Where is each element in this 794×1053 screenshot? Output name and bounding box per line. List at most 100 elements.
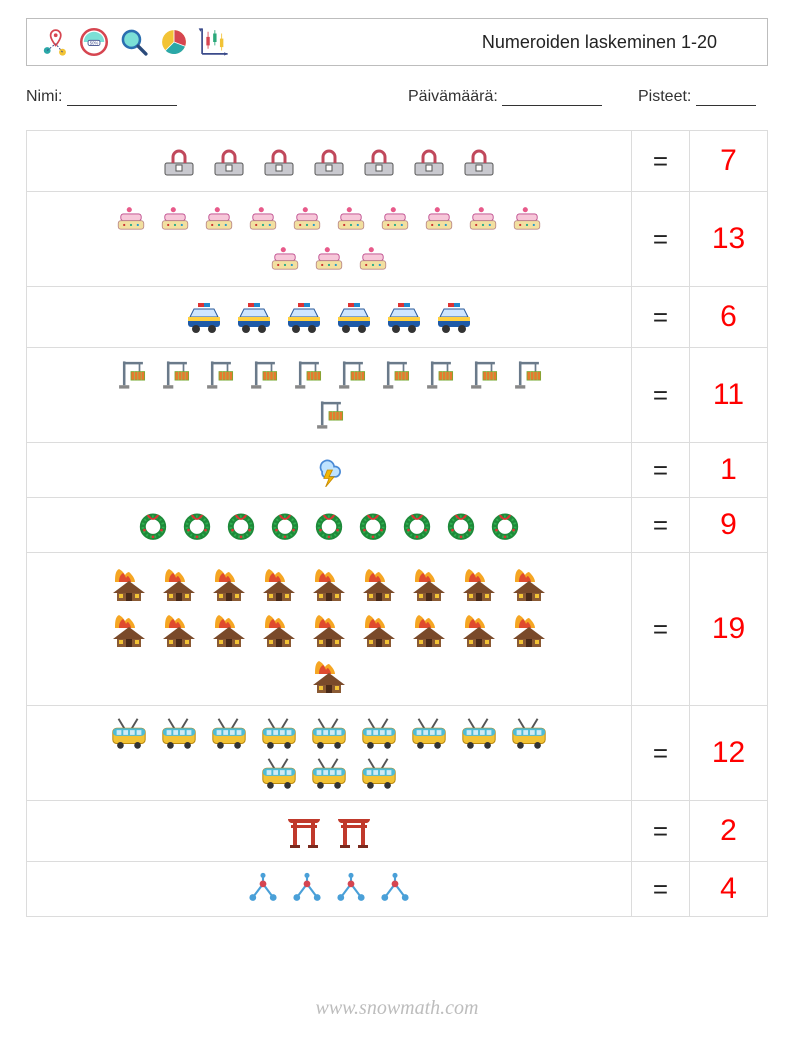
torii-icon <box>284 811 324 851</box>
icons-cell <box>27 287 632 348</box>
trolleybus-icon <box>309 716 349 750</box>
trolleybus-icon <box>509 716 549 750</box>
table-row: =4 <box>27 862 768 917</box>
table-row: =12 <box>27 706 768 801</box>
wreath-icon <box>224 508 258 542</box>
name-label: Nimi: <box>26 88 62 105</box>
police-car-icon <box>384 297 424 337</box>
footer-link[interactable]: www.snowmath.com <box>316 997 479 1019</box>
pie-chart-icon <box>157 25 191 59</box>
bag-lock-icon <box>459 141 499 181</box>
crane-icon <box>312 398 346 432</box>
name-blank <box>67 89 177 106</box>
police-car-icon <box>184 297 224 337</box>
torii-icon <box>334 811 374 851</box>
equals-cell: = <box>632 287 690 348</box>
answer-cell: 1 <box>690 443 768 498</box>
date-label: Päivämäärä: <box>408 88 498 105</box>
house-fire-icon <box>259 609 299 649</box>
bag-lock-icon <box>259 141 299 181</box>
house-fire-icon <box>109 563 149 603</box>
trolleybus-icon <box>359 756 399 790</box>
equals-cell: = <box>632 131 690 192</box>
icons-cell <box>27 192 632 287</box>
icons-cell <box>27 131 632 192</box>
crane-icon <box>466 358 500 392</box>
bag-lock-icon <box>209 141 249 181</box>
meta-date: Päivämäärä: <box>408 88 638 106</box>
cake-icon <box>246 202 280 236</box>
cake-icon <box>466 202 500 236</box>
footer: www.snowmath.com <box>26 997 768 1020</box>
map-pin-dots-icon <box>37 25 71 59</box>
meta-row: Nimi: Päivämäärä: Pisteet: <box>26 88 768 106</box>
table-row: =11 <box>27 348 768 443</box>
house-fire-icon <box>409 609 449 649</box>
wreath-icon <box>400 508 434 542</box>
equals-cell: = <box>632 706 690 801</box>
cake-icon <box>312 242 346 276</box>
equals-cell: = <box>632 348 690 443</box>
house-fire-icon <box>459 609 499 649</box>
table-row: =2 <box>27 801 768 862</box>
bag-lock-icon <box>359 141 399 181</box>
bag-lock-icon <box>309 141 349 181</box>
house-fire-icon <box>509 609 549 649</box>
cake-icon <box>158 202 192 236</box>
answer-cell: 19 <box>690 553 768 706</box>
molecule-icon <box>246 872 280 906</box>
equals-cell: = <box>632 498 690 553</box>
svg-text:50%: 50% <box>90 41 99 46</box>
crane-icon <box>510 358 544 392</box>
answer-cell: 12 <box>690 706 768 801</box>
house-fire-icon <box>309 609 349 649</box>
cake-icon <box>290 202 324 236</box>
answer-cell: 13 <box>690 192 768 287</box>
icons-cell <box>27 348 632 443</box>
molecule-icon <box>334 872 368 906</box>
house-fire-icon <box>309 563 349 603</box>
trolleybus-icon <box>359 716 399 750</box>
trolleybus-icon <box>109 716 149 750</box>
cake-icon <box>268 242 302 276</box>
crane-icon <box>158 358 192 392</box>
police-car-icon <box>284 297 324 337</box>
crane-icon <box>290 358 324 392</box>
table-row: =6 <box>27 287 768 348</box>
table-row: =1 <box>27 443 768 498</box>
house-fire-icon <box>459 563 499 603</box>
icons-cell <box>27 553 632 706</box>
icons-cell <box>27 443 632 498</box>
equals-cell: = <box>632 801 690 862</box>
crane-icon <box>246 358 280 392</box>
storm-cloud-icon <box>312 453 346 487</box>
crane-icon <box>114 358 148 392</box>
equals-cell: = <box>632 862 690 917</box>
crane-icon <box>422 358 456 392</box>
house-fire-icon <box>109 609 149 649</box>
wreath-icon <box>444 508 478 542</box>
house-fire-icon <box>359 609 399 649</box>
police-car-icon <box>434 297 474 337</box>
cake-icon <box>510 202 544 236</box>
house-fire-icon <box>159 609 199 649</box>
trolleybus-icon <box>409 716 449 750</box>
header-icons: 50% <box>37 25 231 59</box>
icons-cell <box>27 706 632 801</box>
answer-cell: 9 <box>690 498 768 553</box>
bag-lock-icon <box>159 141 199 181</box>
magnifier-icon <box>117 25 151 59</box>
police-car-icon <box>234 297 274 337</box>
house-fire-icon <box>159 563 199 603</box>
cake-icon <box>114 202 148 236</box>
molecule-icon <box>290 872 324 906</box>
header-title: Numeroiden laskeminen 1-20 <box>231 32 757 53</box>
equals-cell: = <box>632 553 690 706</box>
cake-icon <box>378 202 412 236</box>
bag-lock-icon <box>409 141 449 181</box>
house-fire-icon <box>209 609 249 649</box>
table-row: =19 <box>27 553 768 706</box>
trolleybus-icon <box>159 716 199 750</box>
wreath-icon <box>136 508 170 542</box>
trolleybus-icon <box>309 756 349 790</box>
